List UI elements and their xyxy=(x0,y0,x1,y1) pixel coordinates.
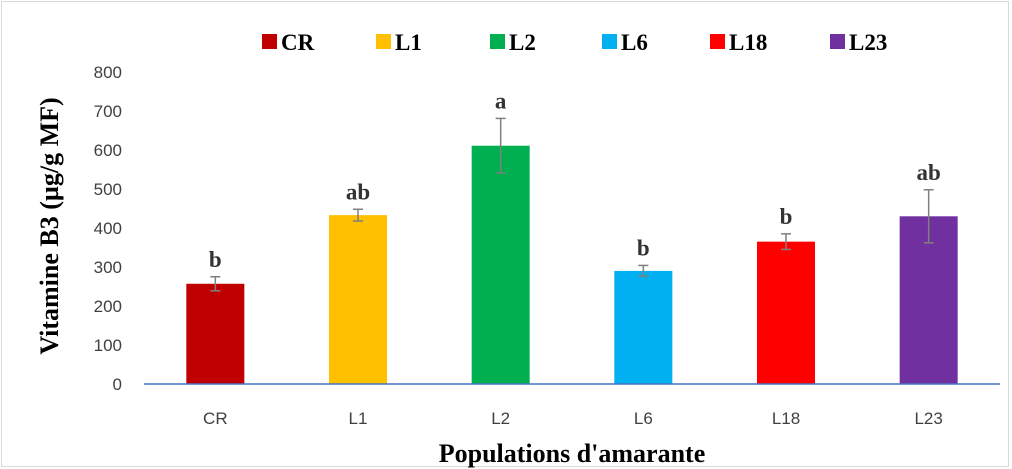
y-axis-title: Vitamine B3 (µg/g MF) xyxy=(35,97,64,354)
y-tick-label: 100 xyxy=(94,336,122,355)
x-axis-ticks: CR L1 L2 L6 L18 L23 xyxy=(203,409,943,428)
bar-l6 xyxy=(614,270,673,384)
legend-label: L6 xyxy=(621,30,648,55)
significance-label: ab xyxy=(917,160,941,185)
significance-label: b xyxy=(780,204,793,229)
legend-swatch xyxy=(710,34,725,49)
significance-label: b xyxy=(209,247,222,272)
legend-item-l6: L6 xyxy=(602,30,648,55)
significance-label: ab xyxy=(346,179,370,204)
legend-swatch xyxy=(830,34,845,49)
x-tick-label: L18 xyxy=(772,409,800,428)
bar-cr xyxy=(186,283,245,384)
y-tick-label: 500 xyxy=(94,180,122,199)
bar-l1 xyxy=(329,215,387,384)
chart-legend: CR L1 L2 L6 L18 L23 xyxy=(262,30,887,55)
significance-label: b xyxy=(637,235,650,260)
legend-item-cr: CR xyxy=(262,30,315,55)
x-axis-title: Populations d'amarante xyxy=(439,439,706,468)
significance-label: a xyxy=(495,88,507,113)
x-tick-label: L2 xyxy=(491,409,510,428)
legend-swatch xyxy=(602,34,617,49)
legend-label: L23 xyxy=(849,30,887,55)
bar-l18 xyxy=(757,241,815,384)
legend-label: L2 xyxy=(509,30,536,55)
legend-item-l1: L1 xyxy=(376,30,422,55)
y-tick-label: 200 xyxy=(94,297,122,316)
legend-swatch xyxy=(376,34,391,49)
legend-swatch xyxy=(490,34,505,49)
y-axis-ticks: 0 100 200 300 400 500 600 700 800 xyxy=(94,63,122,394)
legend-label: L18 xyxy=(729,30,767,55)
error-bar xyxy=(781,233,791,251)
legend-swatch xyxy=(262,34,277,49)
y-tick-label: 700 xyxy=(94,102,122,121)
legend-item-l2: L2 xyxy=(490,30,536,55)
legend-label: CR xyxy=(281,30,315,55)
bar-l2 xyxy=(471,145,530,384)
bar-l23 xyxy=(899,216,958,384)
x-tick-label: L1 xyxy=(349,409,368,428)
error-bar xyxy=(353,208,363,222)
legend-item-l23: L23 xyxy=(830,30,887,55)
error-bar xyxy=(495,117,506,174)
y-tick-label: 400 xyxy=(94,219,122,238)
x-tick-label: L6 xyxy=(634,409,653,428)
y-tick-label: 600 xyxy=(94,141,122,160)
legend-item-l18: L18 xyxy=(710,30,767,55)
legend-label: L1 xyxy=(395,30,422,55)
x-tick-label: CR xyxy=(203,409,228,428)
y-tick-label: 300 xyxy=(94,258,122,277)
x-tick-label: L23 xyxy=(914,409,942,428)
error-bar xyxy=(638,264,649,278)
error-bar xyxy=(923,189,934,244)
error-bar xyxy=(210,276,221,292)
y-tick-label: 800 xyxy=(94,63,122,82)
y-tick-label: 0 xyxy=(113,375,122,394)
